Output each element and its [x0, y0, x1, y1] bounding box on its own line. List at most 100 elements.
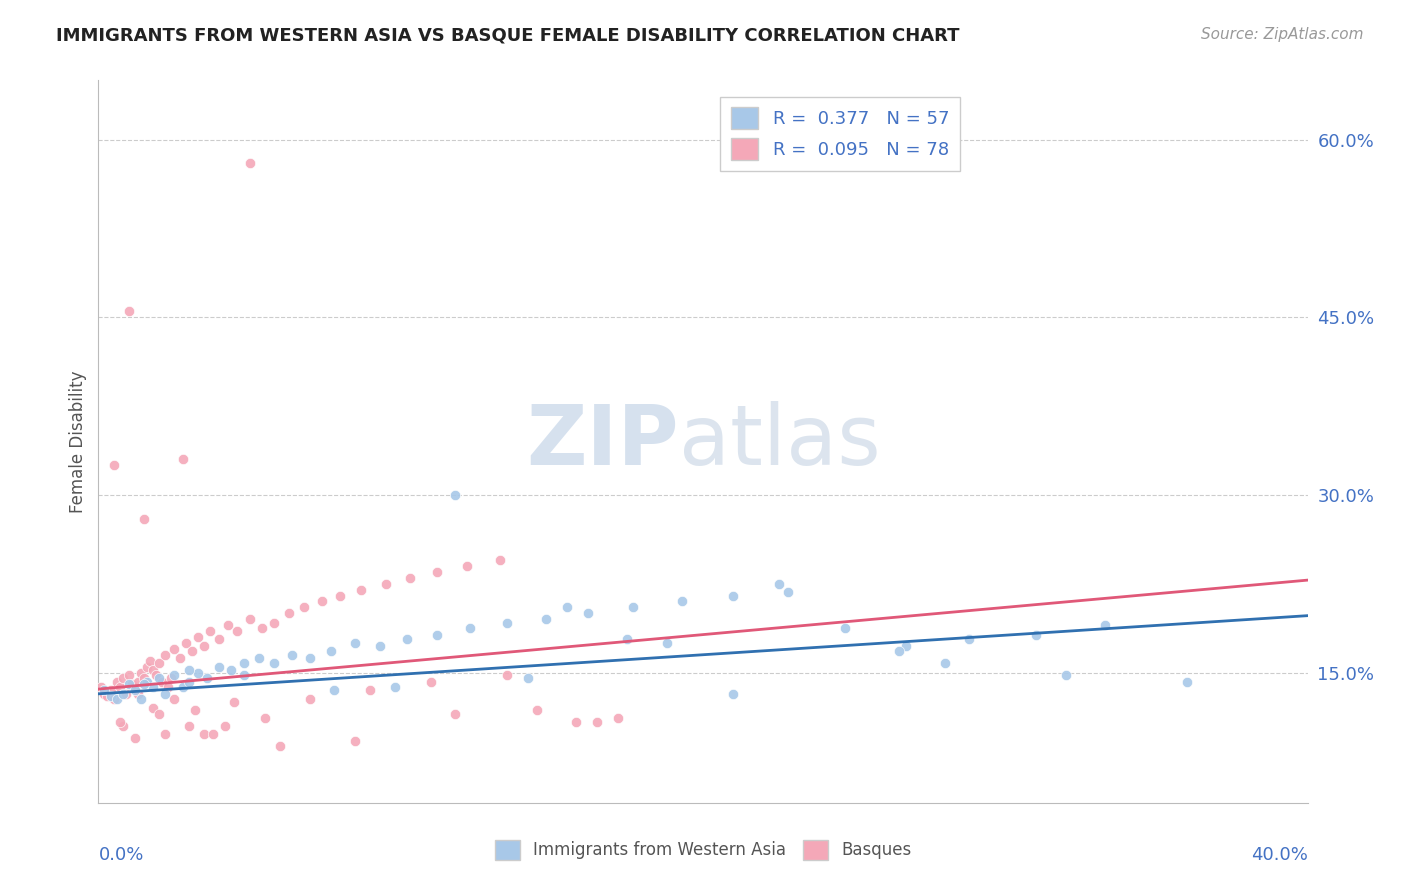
- Point: [277, 607, 299, 621]
- Point: [374, 576, 396, 591]
- Point: [135, 675, 157, 690]
- Point: [132, 511, 155, 525]
- Point: [148, 672, 170, 686]
- Point: [526, 703, 548, 717]
- Point: [444, 488, 467, 502]
- Point: [420, 675, 443, 690]
- Text: 0.0%: 0.0%: [98, 847, 143, 864]
- Point: [139, 654, 162, 668]
- Point: [202, 727, 225, 741]
- Point: [179, 663, 201, 677]
- Point: [395, 632, 418, 647]
- Point: [129, 691, 152, 706]
- Point: [93, 687, 115, 701]
- Point: [576, 607, 599, 621]
- Point: [90, 680, 112, 694]
- Point: [132, 672, 155, 686]
- Point: [93, 683, 115, 698]
- Point: [1054, 668, 1077, 682]
- Point: [163, 641, 186, 656]
- Point: [132, 677, 155, 691]
- Point: [384, 680, 406, 694]
- Point: [121, 677, 143, 691]
- Point: [208, 659, 231, 673]
- Point: [889, 644, 911, 658]
- Point: [142, 701, 165, 715]
- Point: [127, 687, 149, 701]
- Point: [495, 615, 517, 630]
- Point: [111, 687, 134, 701]
- Point: [105, 691, 128, 706]
- Point: [103, 458, 125, 473]
- Point: [253, 710, 276, 724]
- Point: [344, 636, 367, 650]
- Point: [200, 624, 222, 638]
- Point: [292, 600, 315, 615]
- Text: atlas: atlas: [679, 401, 880, 482]
- Point: [174, 636, 197, 650]
- Point: [934, 656, 956, 670]
- Point: [671, 594, 693, 608]
- Point: [163, 668, 186, 682]
- Point: [834, 620, 856, 634]
- Point: [111, 672, 134, 686]
- Point: [250, 620, 273, 634]
- Point: [187, 665, 209, 680]
- Point: [224, 695, 246, 709]
- Point: [1094, 618, 1116, 632]
- Point: [172, 452, 194, 467]
- Point: [623, 600, 645, 615]
- Point: [153, 687, 176, 701]
- Point: [100, 689, 122, 703]
- Text: 40.0%: 40.0%: [1251, 847, 1308, 864]
- Point: [321, 644, 343, 658]
- Point: [458, 620, 481, 634]
- Point: [426, 627, 449, 641]
- Y-axis label: Female Disability: Female Disability: [69, 370, 87, 513]
- Point: [534, 612, 557, 626]
- Point: [114, 687, 136, 701]
- Point: [776, 585, 799, 599]
- Point: [565, 715, 588, 730]
- Point: [111, 719, 134, 733]
- Point: [105, 675, 128, 690]
- Point: [142, 663, 165, 677]
- Point: [118, 304, 141, 318]
- Point: [118, 677, 141, 691]
- Point: [226, 624, 249, 638]
- Text: IMMIGRANTS FROM WESTERN ASIA VS BASQUE FEMALE DISABILITY CORRELATION CHART: IMMIGRANTS FROM WESTERN ASIA VS BASQUE F…: [56, 27, 960, 45]
- Point: [398, 571, 420, 585]
- Point: [516, 672, 538, 686]
- Point: [281, 648, 304, 662]
- Point: [208, 632, 231, 647]
- Point: [299, 651, 322, 665]
- Point: [489, 553, 512, 567]
- Point: [655, 636, 678, 650]
- Point: [184, 703, 207, 717]
- Point: [145, 668, 167, 682]
- Point: [179, 719, 201, 733]
- Point: [239, 612, 262, 626]
- Point: [124, 731, 146, 745]
- Point: [239, 156, 262, 170]
- Point: [263, 615, 285, 630]
- Point: [153, 727, 176, 741]
- Point: [124, 683, 146, 698]
- Point: [193, 640, 215, 654]
- Point: [444, 706, 467, 721]
- Point: [118, 668, 141, 682]
- Point: [221, 663, 243, 677]
- Point: [103, 691, 125, 706]
- Point: [311, 594, 333, 608]
- Point: [217, 618, 239, 632]
- Legend: Immigrants from Western Asia, Basques: Immigrants from Western Asia, Basques: [488, 833, 918, 867]
- Point: [232, 656, 254, 670]
- Point: [214, 719, 236, 733]
- Point: [108, 715, 131, 730]
- Point: [263, 656, 285, 670]
- Point: [269, 739, 291, 753]
- Point: [160, 672, 183, 686]
- Point: [360, 683, 382, 698]
- Point: [108, 680, 131, 694]
- Point: [150, 675, 173, 690]
